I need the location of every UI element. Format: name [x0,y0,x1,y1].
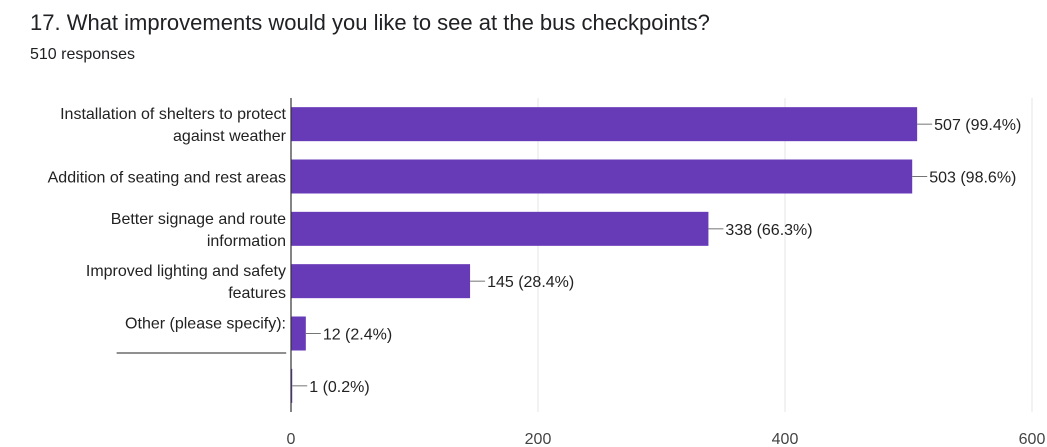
x-tick-label: 600 [1019,431,1046,447]
bar [291,368,293,403]
category-label: Better signage and route [111,211,286,228]
x-tick-label: 0 [287,431,296,447]
data-label: 338 (66.3%) [725,222,812,239]
category-label: features [228,285,286,302]
x-tick-label: 200 [525,431,552,447]
category-label: information [207,233,286,250]
bar [291,211,709,246]
category-label: against weather [173,128,287,145]
bar [291,264,471,299]
response-count: 510 responses [30,46,135,63]
data-label: 507 (99.4%) [934,117,1021,134]
category-label: ___________________ [116,338,287,355]
x-tick-label: 400 [772,431,799,447]
category-label: Other (please specify): [125,316,286,333]
bar [291,107,918,142]
category-label: Addition of seating and rest areas [48,170,286,187]
data-label: 503 (98.6%) [929,170,1016,187]
data-label: 12 (2.4%) [323,327,392,344]
question-title: 17. What improvements would you like to … [30,10,710,35]
data-label: 145 (28.4%) [487,274,574,291]
bar [291,159,913,194]
data-label: 1 (0.2%) [309,379,369,396]
bar [291,316,306,351]
category-label: Improved lighting and safety [86,263,286,280]
category-label: Installation of shelters to protect [60,106,286,123]
